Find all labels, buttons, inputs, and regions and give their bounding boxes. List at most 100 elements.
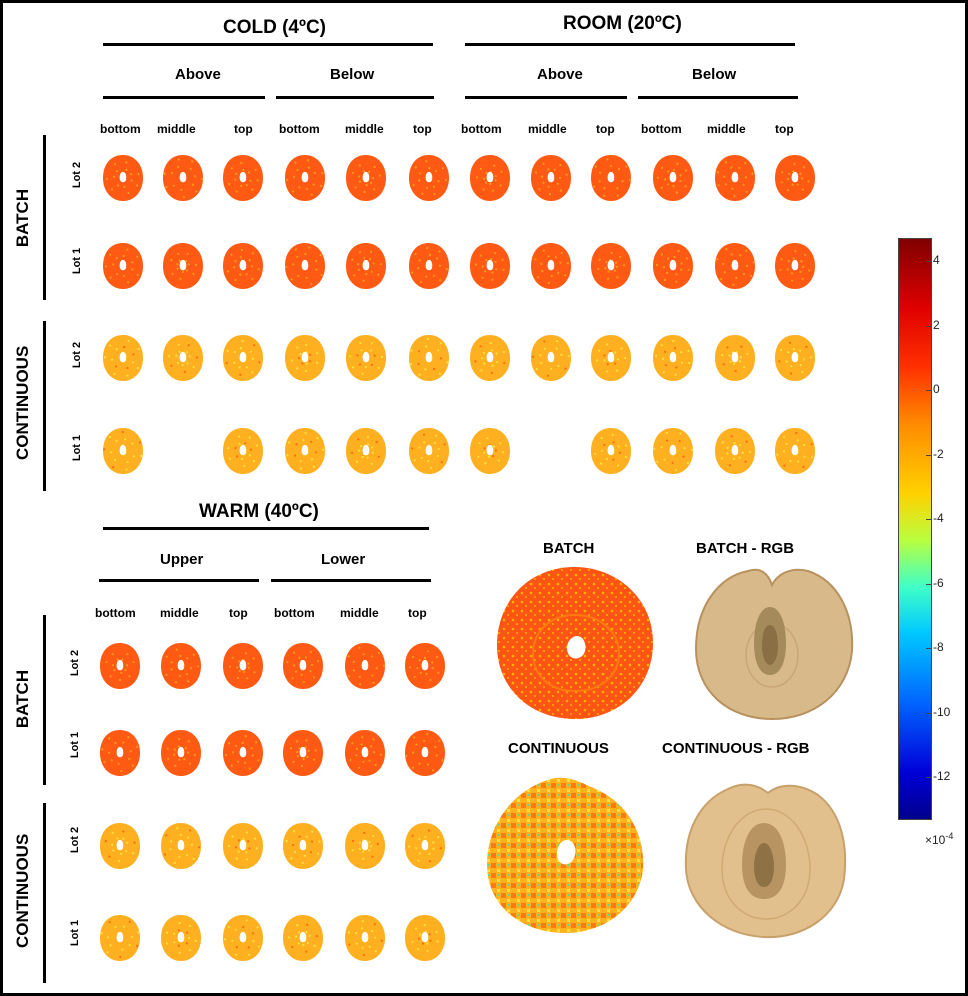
batch-cookie-thumbnail bbox=[345, 643, 386, 689]
batch-cookie-thumbnail bbox=[284, 243, 325, 289]
continuous-cookie-thumbnail bbox=[100, 915, 140, 961]
colorbar-tick bbox=[926, 648, 931, 649]
warm-pos-middle-1: middle bbox=[160, 606, 199, 620]
batch-cookie-thumbnail bbox=[591, 155, 631, 201]
continuous-cookie-thumbnail bbox=[103, 335, 143, 381]
batch-cookie-thumbnail bbox=[405, 643, 445, 689]
colorbar-tick-label: -4 bbox=[933, 511, 944, 525]
lot2-batch-bottom: Lot 2 bbox=[69, 649, 81, 677]
batch-cookie-thumbnail bbox=[103, 243, 143, 289]
pos-middle-1: middle bbox=[157, 122, 196, 136]
colorbar-tick bbox=[926, 712, 931, 714]
continuous-cookie-thumbnail bbox=[103, 428, 143, 474]
continuous-bar-top bbox=[43, 321, 46, 491]
colorbar-tick bbox=[926, 390, 931, 391]
batch-cookie-thumbnail bbox=[345, 730, 385, 776]
pos-top-3: top bbox=[596, 122, 615, 136]
pos-middle-4: middle bbox=[707, 122, 746, 136]
continuous-cookie-thumbnail bbox=[653, 335, 693, 381]
batch-cookie-thumbnail bbox=[346, 243, 386, 289]
room-below-label: Below bbox=[692, 66, 737, 83]
continuous-cookie-thumbnail bbox=[470, 428, 510, 474]
batch-cookie-thumbnail bbox=[409, 155, 449, 201]
batch-bar-top bbox=[43, 135, 46, 300]
batch-cookie-thumbnail bbox=[223, 730, 263, 776]
warm-rule bbox=[103, 527, 429, 530]
colorbar-tick bbox=[926, 261, 931, 262]
batch-cookie-thumbnail bbox=[103, 155, 143, 201]
colorbar-tick-label: -10 bbox=[933, 704, 951, 719]
continuous-cookie-thumbnail bbox=[161, 915, 201, 961]
continuous-cookie-thumbnail bbox=[345, 915, 385, 961]
batch-cookie-thumbnail bbox=[223, 243, 263, 289]
warm-pos-top-2: top bbox=[408, 606, 427, 620]
batch-cookie-thumbnail bbox=[405, 730, 445, 776]
room-title: ROOM (20ºC) bbox=[563, 13, 682, 34]
batch-label-bottom: BATCH bbox=[13, 669, 32, 729]
batch-cookie-thumbnail bbox=[715, 243, 755, 289]
continuous-cookie-thumbnail bbox=[285, 428, 325, 474]
continuous-label-bottom: CONTINUOUS bbox=[13, 833, 32, 948]
room-above-label: Above bbox=[537, 66, 583, 83]
continuous-cookie-thumbnail bbox=[531, 335, 571, 381]
batch-cookie-thumbnail bbox=[653, 155, 693, 201]
pos-bottom-1: bottom bbox=[100, 122, 141, 136]
colorbar-tick-label: 2 bbox=[933, 317, 940, 332]
continuous-large-map bbox=[487, 777, 644, 933]
batch-cookie-thumbnail bbox=[470, 155, 510, 201]
warm-pos-middle-2: middle bbox=[340, 606, 379, 620]
pos-top-2: top bbox=[413, 122, 432, 136]
continuous-cookie-thumbnail bbox=[653, 428, 694, 474]
batch-large-map bbox=[497, 567, 653, 719]
continuous-cookie-thumbnail bbox=[409, 335, 449, 381]
lot1-cont-bottom: Lot 1 bbox=[69, 919, 81, 947]
batch-cookie-thumbnail bbox=[163, 243, 203, 289]
lot1-cont-top: Lot 1 bbox=[71, 434, 83, 462]
cold-title: COLD (4ºC) bbox=[223, 17, 326, 38]
pos-bottom-2: bottom bbox=[279, 122, 320, 136]
cold-below-label: Below bbox=[330, 66, 375, 83]
colorbar-tick bbox=[926, 454, 931, 456]
batch-cookie-thumbnail bbox=[161, 730, 201, 776]
continuous-cookie-thumbnail bbox=[283, 823, 323, 869]
continuous-bar-bottom bbox=[43, 803, 46, 983]
cold-below-rule bbox=[276, 96, 434, 99]
example-batch-title: BATCH bbox=[543, 540, 595, 557]
continuous-cookie-thumbnail bbox=[223, 335, 263, 381]
warm-pos-top-1: top bbox=[229, 606, 248, 620]
lot2-cont-bottom: Lot 2 bbox=[69, 826, 81, 854]
example-batch-rgb-title: BATCH - RGB bbox=[696, 540, 795, 557]
room-below-rule bbox=[638, 96, 798, 99]
colorbar bbox=[898, 238, 932, 820]
continuous-cookie-thumbnail bbox=[346, 428, 386, 474]
continuous-cookie-thumbnail bbox=[405, 823, 445, 869]
colorbar-multiplier: ×10-4 bbox=[925, 831, 953, 847]
lot1-batch-bottom: Lot 1 bbox=[69, 731, 81, 759]
continuous-cookie-thumbnail bbox=[470, 335, 510, 381]
colorbar-tick bbox=[926, 583, 931, 585]
colorbar-tick-label: 0 bbox=[933, 382, 940, 396]
batch-cookie-thumbnail bbox=[470, 243, 510, 289]
continuous-cookie-thumbnail bbox=[283, 915, 323, 961]
room-above-rule bbox=[465, 96, 627, 99]
warm-upper-label: Upper bbox=[160, 551, 204, 568]
warm-title: WARM (40ºC) bbox=[199, 501, 319, 522]
pos-middle-3: middle bbox=[528, 122, 567, 136]
continuous-cookie-thumbnail bbox=[223, 428, 263, 474]
continuous-cookie-thumbnail bbox=[346, 335, 386, 381]
continuous-rgb-photo bbox=[684, 783, 847, 939]
batch-cookie-thumbnail bbox=[531, 155, 571, 201]
figure-canvas: COLD (4ºC) ROOM (20ºC) Above Below Above… bbox=[3, 3, 965, 993]
batch-bar-bottom bbox=[43, 615, 46, 785]
continuous-cookie-thumbnail bbox=[163, 335, 203, 381]
continuous-cookie-thumbnail bbox=[345, 823, 385, 869]
continuous-cookie-thumbnail bbox=[715, 335, 755, 381]
colorbar-multiplier-base: ×10 bbox=[925, 833, 946, 847]
example-continuous-title: CONTINUOUS bbox=[508, 740, 609, 757]
warm-upper-rule bbox=[99, 579, 259, 582]
lot1-batch-top: Lot 1 bbox=[71, 247, 83, 275]
continuous-cookie-thumbnail bbox=[715, 428, 755, 474]
batch-cookie-thumbnail bbox=[591, 243, 631, 289]
batch-cookie-thumbnail bbox=[163, 155, 204, 201]
example-continuous-rgb-title: CONTINUOUS - RGB bbox=[662, 740, 810, 757]
